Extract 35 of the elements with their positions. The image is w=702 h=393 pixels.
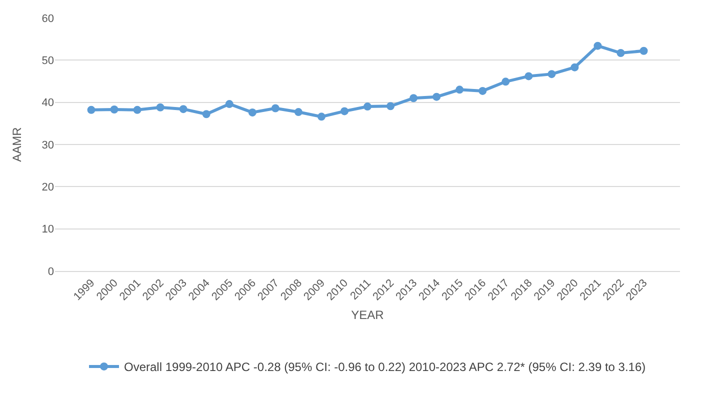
point bbox=[225, 100, 234, 108]
point bbox=[248, 108, 256, 116]
point bbox=[179, 105, 188, 114]
point bbox=[524, 72, 533, 80]
point bbox=[456, 86, 464, 94]
point bbox=[110, 106, 118, 114]
x-axis-title: YEAR bbox=[351, 308, 384, 322]
point bbox=[432, 92, 441, 101]
y-tick-label: 50 bbox=[42, 55, 54, 68]
point bbox=[410, 94, 418, 102]
point bbox=[294, 108, 302, 116]
y-tick-label: 60 bbox=[42, 12, 54, 25]
point bbox=[640, 46, 648, 55]
point bbox=[570, 63, 579, 72]
y-tick-label: 0 bbox=[48, 266, 54, 278]
y-tick-label: 30 bbox=[42, 139, 54, 152]
point bbox=[594, 42, 602, 50]
y-tick-label: 10 bbox=[42, 224, 54, 236]
y-tick-label: 40 bbox=[42, 97, 54, 110]
point bbox=[271, 104, 280, 112]
point bbox=[202, 110, 210, 118]
point bbox=[340, 107, 348, 116]
point bbox=[386, 102, 395, 110]
y-tick-label: 20 bbox=[42, 182, 54, 194]
legend-label: Overall 1999-2010 APC -0.28 (95% CI: -0.96 to 0.22) 2010-2023 APC 2.72* (95% CI: 2.39 to 3.16) bbox=[124, 360, 646, 374]
point bbox=[364, 102, 372, 111]
point bbox=[478, 86, 487, 95]
point bbox=[133, 106, 142, 114]
point bbox=[317, 112, 326, 121]
y-axis-title: AAMR bbox=[10, 126, 24, 162]
point bbox=[502, 78, 510, 86]
point bbox=[87, 106, 96, 114]
point bbox=[548, 70, 556, 78]
point bbox=[616, 49, 625, 57]
point bbox=[156, 103, 164, 112]
